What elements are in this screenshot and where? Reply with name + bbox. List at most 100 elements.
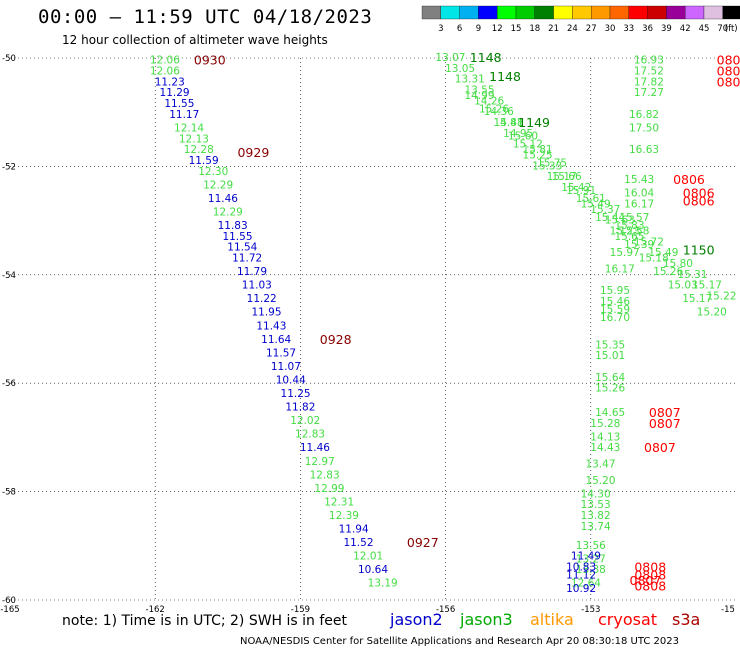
- swh-value-label: 15.95: [600, 285, 630, 297]
- time-label: 0808: [634, 578, 666, 593]
- colorbar-swatch: [534, 5, 554, 20]
- swh-value-label: 16.70: [600, 312, 630, 324]
- time-label: 0807: [649, 416, 681, 431]
- colorbar-swatch: [572, 5, 592, 20]
- time-label: 1148: [470, 50, 502, 65]
- swh-value-label: 12.97: [305, 456, 335, 468]
- legend-cryosat: cryosat: [598, 610, 657, 629]
- swh-value-label: 15.17: [692, 280, 722, 292]
- colorbar: 3 6 9 12 15 18 21 24 27 30 33 36 39 42 45 70(ft): [421, 5, 740, 34]
- time-label: 0930: [194, 53, 226, 68]
- colorbar-swatch: [591, 5, 611, 20]
- swh-value-label: 11.46: [300, 442, 330, 454]
- swh-value-label: 15.31: [677, 269, 707, 281]
- swh-value-label: 14.65: [595, 407, 625, 419]
- swh-value-label: 13.74: [581, 521, 611, 533]
- swh-value-label: 15.39: [624, 239, 654, 251]
- y-tick-label: -54: [2, 271, 16, 281]
- swh-value-label: 15.57: [619, 212, 649, 224]
- colorbar-swatch: [440, 5, 460, 20]
- colorbar-tick-label: 27: [586, 24, 597, 34]
- colorbar-swatch: [609, 5, 629, 20]
- swh-value-label: 15.46: [600, 296, 630, 308]
- swh-value-label: 15.59: [600, 304, 630, 316]
- swh-value-label: 11.94: [339, 524, 369, 536]
- swh-value-label: 17.50: [629, 122, 659, 134]
- swh-value-label: 15.20: [585, 475, 615, 487]
- colorbar-tick-label: 18: [529, 24, 540, 34]
- time-label: 0929: [237, 145, 269, 160]
- swh-value-label: 11.25: [281, 388, 311, 400]
- colorbar-tick-label: 3: [438, 24, 443, 34]
- swh-value-label: 15.26: [479, 103, 509, 115]
- swh-value-label: 11.64: [261, 334, 291, 346]
- note-text: note: 1) Time is in UTC; 2) SWH is in fe…: [62, 613, 348, 629]
- swh-value-label: 15.63: [605, 215, 635, 227]
- time-label: 0805: [717, 64, 740, 79]
- swh-value-label: 15.12: [513, 139, 543, 151]
- time-label: 0807: [644, 440, 676, 455]
- chart-title: 00:00 – 11:59 UTC 04/18/2023: [38, 6, 373, 28]
- swh-value-label: 12.01: [353, 551, 383, 563]
- colorbar-unit: (ft): [725, 24, 738, 34]
- colorbar-swatch: [685, 5, 705, 20]
- swh-value-label: 12.29: [203, 179, 233, 191]
- swh-value-label: 15.35: [595, 339, 625, 351]
- colorbar-tick-label: 6: [457, 24, 462, 34]
- swh-value-label: 15.42: [561, 182, 591, 194]
- swh-value-label: 13.07: [435, 52, 465, 64]
- swh-value-label: 16.04: [624, 188, 654, 200]
- swh-value-label: 13.31: [455, 74, 485, 86]
- swh-value-label: 13.05: [445, 63, 475, 75]
- swh-value-label: 11.29: [160, 87, 190, 99]
- swh-value-label: 15.26: [595, 383, 625, 395]
- colorbar-tick-label: 9: [476, 24, 481, 34]
- y-tick-label: -58: [2, 488, 16, 498]
- swh-value-label: 12.02: [290, 415, 320, 427]
- swh-value-label: 11.83: [218, 220, 248, 232]
- axis-ticks: -165 -162 -159 -156 -153 -15 -50 -52 -54 -56 -58 -6…: [0, 54, 735, 615]
- swh-value-label: 16.17: [605, 263, 635, 275]
- swh-value-label: 15.01: [595, 350, 625, 362]
- colorbar-tick-label: 24: [567, 24, 578, 34]
- swh-value-label: 10.92: [566, 583, 596, 595]
- swh-value-label: 12.39: [329, 510, 359, 522]
- swh-value-label: 15.81: [523, 144, 553, 156]
- swh-value-label: 11.43: [256, 320, 286, 332]
- swh-value-label: 16.63: [629, 144, 659, 156]
- x-tick-label: -165: [0, 605, 19, 615]
- colorbar-tick-label: 21: [548, 24, 559, 34]
- swh-value-label: 10.83: [566, 561, 596, 573]
- y-tick-label: -56: [2, 379, 16, 389]
- swh-value-label: 15.49: [648, 247, 678, 259]
- time-labels: 0930092909280927114811481149115008050805…: [194, 50, 740, 593]
- swh-value-label: 15.75: [537, 158, 567, 170]
- swh-value-label: 11.72: [232, 253, 262, 265]
- grid: [10, 57, 736, 601]
- swh-value-label: 16.17: [624, 198, 654, 210]
- swh-value-label: 17.27: [634, 87, 664, 99]
- colorbar-tick-label: 39: [661, 24, 672, 34]
- data-points: 12.0612.0611.2311.2911.5511.1712.1412.13…: [150, 52, 737, 595]
- swh-value-label: 15.66: [552, 171, 582, 183]
- swh-value-label: 15.60: [508, 131, 538, 143]
- time-label: 0927: [407, 535, 439, 550]
- colorbar-tick-label: 15: [511, 24, 522, 34]
- swh-value-label: 16.82: [629, 109, 659, 121]
- swh-value-label: 12.13: [179, 133, 209, 145]
- swh-value-label: 12.83: [310, 469, 340, 481]
- swh-value-label: 17.82: [634, 76, 664, 88]
- time-label: 0808: [634, 559, 666, 574]
- swh-value-label: 12.06: [150, 66, 180, 78]
- swh-value-label: 13.19: [368, 578, 398, 590]
- swh-value-label: 15.25: [523, 150, 553, 162]
- swh-value-label: 15.33: [532, 160, 562, 172]
- time-label: 0808: [634, 568, 666, 583]
- y-tick-label: -52: [2, 162, 16, 172]
- swh-value-label: 11.55: [164, 98, 194, 110]
- swh-value-label: 12.28: [184, 144, 214, 156]
- swh-value-label: 11.23: [155, 76, 185, 88]
- swh-value-label: 12.06: [150, 55, 180, 67]
- colorbar-swatch: [722, 5, 740, 20]
